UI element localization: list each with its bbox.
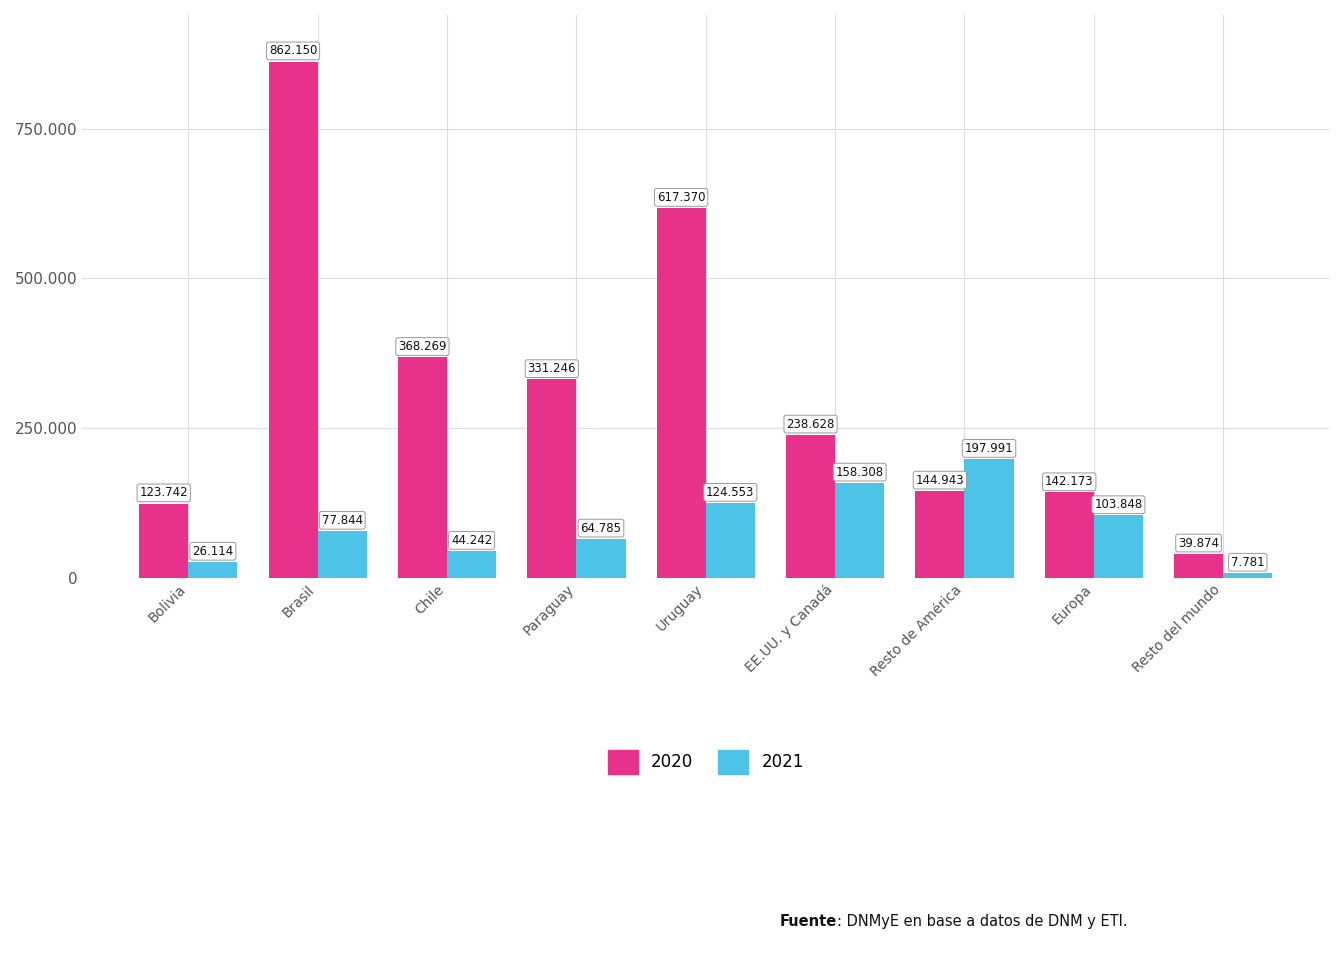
Bar	[786, 435, 835, 578]
Text: 7.781: 7.781	[1231, 556, 1265, 568]
Text: 39.874: 39.874	[1179, 537, 1219, 549]
Bar	[1175, 554, 1223, 578]
Bar	[915, 491, 965, 578]
Text: 368.269: 368.269	[398, 340, 446, 353]
Text: 77.844: 77.844	[321, 514, 363, 527]
Text: 617.370: 617.370	[657, 191, 706, 204]
Bar	[657, 208, 706, 578]
Text: 158.308: 158.308	[836, 466, 884, 479]
Text: : DNMyE en base a datos de DNM y ETI.: : DNMyE en base a datos de DNM y ETI.	[837, 914, 1128, 929]
Bar	[1094, 516, 1142, 578]
Bar	[317, 531, 367, 578]
Bar	[577, 539, 625, 578]
Bar	[188, 562, 238, 578]
Text: 64.785: 64.785	[581, 521, 621, 535]
Bar	[835, 483, 884, 578]
Text: 331.246: 331.246	[528, 362, 577, 375]
Bar	[448, 551, 496, 578]
Bar	[527, 379, 577, 578]
Text: 124.553: 124.553	[706, 486, 754, 499]
Text: 142.173: 142.173	[1044, 475, 1094, 489]
Text: 862.150: 862.150	[269, 44, 317, 58]
Text: 197.991: 197.991	[965, 442, 1013, 455]
Bar	[1044, 492, 1094, 578]
Text: 103.848: 103.848	[1094, 498, 1142, 512]
Text: 123.742: 123.742	[140, 487, 188, 499]
Text: 44.242: 44.242	[452, 534, 492, 547]
Text: Fuente: Fuente	[780, 914, 837, 929]
Bar	[965, 459, 1013, 578]
Bar	[706, 503, 755, 578]
Bar	[269, 61, 317, 578]
Bar	[140, 503, 188, 578]
Text: 26.114: 26.114	[192, 544, 234, 558]
Bar	[1223, 573, 1273, 578]
Legend: 2020, 2021: 2020, 2021	[601, 743, 810, 780]
Text: 144.943: 144.943	[915, 473, 964, 487]
Text: 238.628: 238.628	[786, 418, 835, 431]
Bar	[398, 357, 448, 578]
